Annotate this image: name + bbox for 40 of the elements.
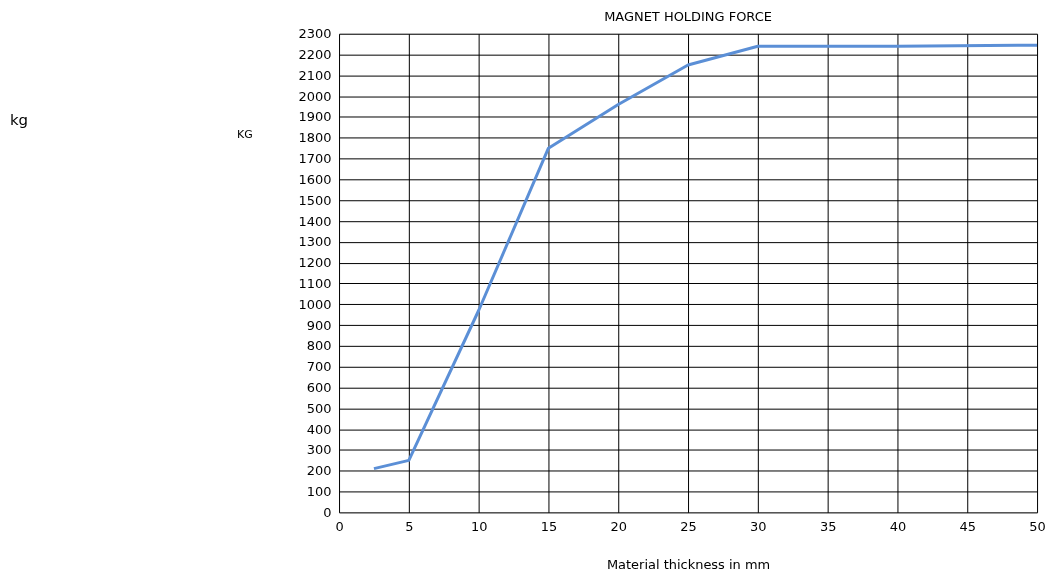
y-tick-label: 700: [306, 359, 332, 375]
y-tick-label: 1400: [298, 213, 332, 229]
y-tick-label: 2100: [298, 67, 332, 83]
y-axis-title: KG: [236, 127, 253, 141]
y-tick-label: 0: [323, 504, 332, 520]
y-tick-label: 600: [306, 379, 332, 395]
x-tick-label: 5: [405, 518, 414, 534]
y-tick-label: 1600: [298, 171, 332, 187]
x-tick-label: 35: [819, 518, 837, 534]
y-tick-label: 800: [306, 338, 332, 354]
y-tick-label: 1200: [298, 255, 332, 271]
x-tick-label: 30: [750, 518, 767, 534]
y-tick-label: 900: [306, 317, 332, 333]
text: kg: [9, 110, 29, 129]
y-tick-label: 1500: [298, 192, 332, 208]
y-tick-label: 1000: [298, 296, 332, 312]
y-tick-label: 100: [306, 484, 332, 500]
x-tick-label: 10: [470, 518, 488, 534]
y-tick-label: 300: [306, 442, 332, 458]
y-tick-label: 500: [306, 400, 332, 416]
x-tick-label: 45: [959, 518, 976, 534]
y-tick-label: 1900: [298, 109, 332, 125]
x-tick-label: 25: [680, 518, 697, 534]
y-tick-label: 1700: [298, 151, 332, 167]
line-series: [372, 43, 1039, 471]
y-tick-label: 200: [306, 463, 332, 479]
y-tick-label: 2000: [298, 88, 332, 104]
x-tick-label: 40: [889, 518, 907, 534]
x-tick-label: 20: [610, 518, 627, 534]
y-tick-label: 2300: [298, 26, 332, 42]
y-tick-label: 400: [306, 421, 332, 437]
chart-title: MAGNET HOLDING FORCE: [604, 8, 772, 24]
y-tick-label: 1800: [298, 130, 332, 146]
x-axis-title: Material thickness in mm: [606, 556, 771, 572]
x-tick-label: 0: [335, 518, 344, 534]
x-tick-label: 50: [1029, 518, 1046, 534]
y-tick-label: 2200: [298, 47, 332, 63]
y-tick-label: 1100: [298, 275, 332, 291]
y-tick-label: 1300: [298, 234, 332, 250]
x-tick-label: 15: [540, 518, 558, 534]
